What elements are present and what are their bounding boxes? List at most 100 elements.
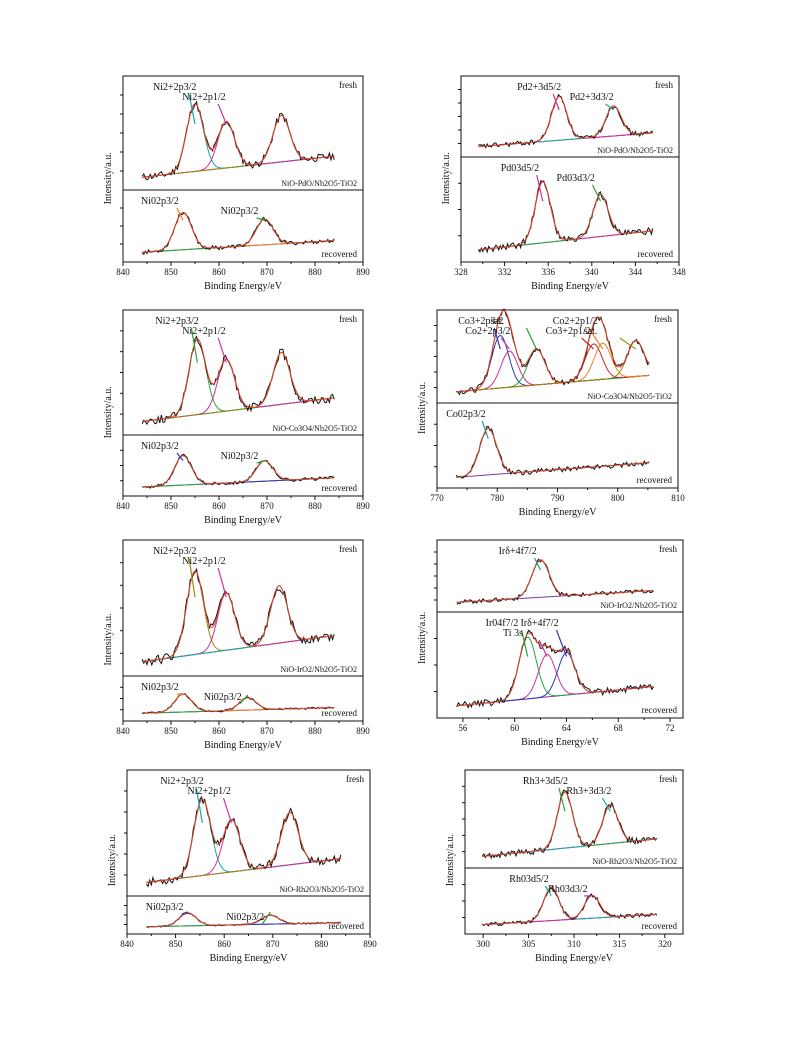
y-axis-title: Intensity/a.u. [441,152,452,204]
peak-label: Ti 3s [503,628,523,639]
chart-panel-p5: 840 850 860 870 880 890 Binding Energy/eV Inten… [103,539,370,751]
state-label-fresh: fresh [659,774,677,784]
x-tick-label: 305 [522,939,536,949]
state-label-fresh: fresh [654,314,672,324]
sample-label: NiO-PdO/Nb2O5-TiO2 [281,179,357,188]
x-tick-label: 810 [671,493,685,503]
peak-label: Pd2+3d5/2 [517,82,561,93]
peak-label: Ni2+2p1/2 [187,786,230,797]
fit-envelope [142,103,335,178]
fit-envelope [456,309,650,393]
x-axis-title: Binding Energy/eV [531,281,610,292]
state-label-recovered: recovered [638,249,674,259]
component-peak [482,894,657,926]
x-axis: 840 850 860 870 880 890 [116,94,370,277]
peak-label: Ni02p3/2 [141,441,179,452]
peak-arrow [601,797,611,812]
peak-arrow [521,629,529,657]
x-tick-label: 310 [567,939,581,949]
peak-arrow [256,217,265,221]
x-tick-label: 860 [212,267,226,277]
fit-envelope [478,181,653,251]
x-axis-title: Binding Energy/eV [204,281,283,292]
peak-label: Ni2+2p3/2 [160,776,203,787]
state-label-fresh: fresh [339,544,357,554]
peak-arrow [217,103,227,125]
x-axis: 770 780 790 800 810 [430,325,685,503]
peak-label: Co2+2p3/2 [465,326,510,337]
raw-spectrum [456,558,654,605]
x-tick-label: 332 [498,267,512,277]
peak-label: Ni02p3/2 [146,902,184,913]
fit-envelope [142,693,335,714]
x-tick-label: 880 [308,726,322,736]
y-axis-title: Intensity/a.u. [103,613,114,665]
raw-spectrum [141,567,335,667]
component-peak [456,653,654,707]
peak-arrow [534,557,542,571]
peak-label: Ir04f7/2 [486,618,519,629]
peak-arrow [188,557,196,598]
sample-label: NiO-Rh2O3/Nb2O5-TiO2 [592,857,677,866]
peak-label: Ni2+2p1/2 [182,556,225,567]
x-tick-label: 890 [356,726,370,736]
component-peak [456,651,654,707]
peak-label: Co2+2p1/2 [553,316,598,327]
chart-panel-p3: 840 850 860 870 880 890 Binding Energy/eV Inten… [103,309,370,526]
state-label-recovered: recovered [322,708,358,718]
peak-label: Rh3+3d5/2 [523,776,568,787]
component-peak [456,636,654,707]
peak-arrow [500,337,510,350]
sample-label: NiO-Co3O4/Nb2O5-TiO2 [587,392,672,401]
peak-label: Ni2+2p1/2 [182,326,225,337]
peak-label: Ni2+2p3/2 [153,82,196,93]
peak-arrow [239,694,249,705]
peak-arrow [190,327,198,363]
peak-label: Ni2+2p3/2 [153,546,196,557]
y-axis-title: Intensity/a.u. [107,834,118,886]
x-tick-label: 880 [315,939,329,949]
peak-label: Ni02p3/2 [204,692,242,703]
x-tick-label: 315 [613,939,627,949]
x-tick-label: 72 [666,723,675,733]
component-peak [142,351,335,422]
peak-label: Co02p3/2 [446,409,485,420]
fit-envelope [142,338,335,422]
fit-envelope [146,912,341,928]
x-tick-label: 870 [260,726,274,736]
peak-label: Irδ+4f7/2 [520,618,558,629]
x-tick-label: 64 [562,723,572,733]
component-peak [478,193,653,251]
x-tick-label: 850 [164,501,178,511]
raw-spectrum [477,180,654,254]
component-peak [142,103,335,178]
peak-arrow [195,787,203,824]
raw-spectrum [141,335,335,426]
chart-panel-p7: 840 850 860 870 880 890 Binding Energy/eV Inten… [107,769,377,964]
peak-label: Pd2+3d3/2 [570,92,614,103]
state-label-recovered: recovered [322,249,358,259]
component-peak [142,570,335,663]
peak-arrow [493,327,501,350]
fit-envelope [478,95,653,148]
state-label-recovered: recovered [642,921,678,931]
x-tick-label: 840 [120,939,134,949]
state-label-recovered: recovered [637,475,673,485]
x-tick-label: 840 [116,501,130,511]
peak-arrow [538,639,548,657]
x-axis-title: Binding Energy/eV [204,515,283,526]
x-tick-label: 344 [629,267,643,277]
fit-envelope [456,559,654,603]
state-label-fresh: fresh [655,80,673,90]
fit-envelope [482,887,657,926]
x-tick-label: 56 [458,723,468,733]
peak-label: Ni02p3/2 [221,451,259,462]
x-tick-label: 348 [672,267,686,277]
peak-arrow [176,693,184,696]
state-label-recovered: recovered [642,705,678,715]
fit-envelope [456,427,650,478]
peak-arrow [591,184,602,202]
peak-label: Ni02p3/2 [226,912,264,923]
peak-label: Rh03d5/2 [509,874,548,885]
peak-label: Ni2+2p3/2 [155,316,198,327]
